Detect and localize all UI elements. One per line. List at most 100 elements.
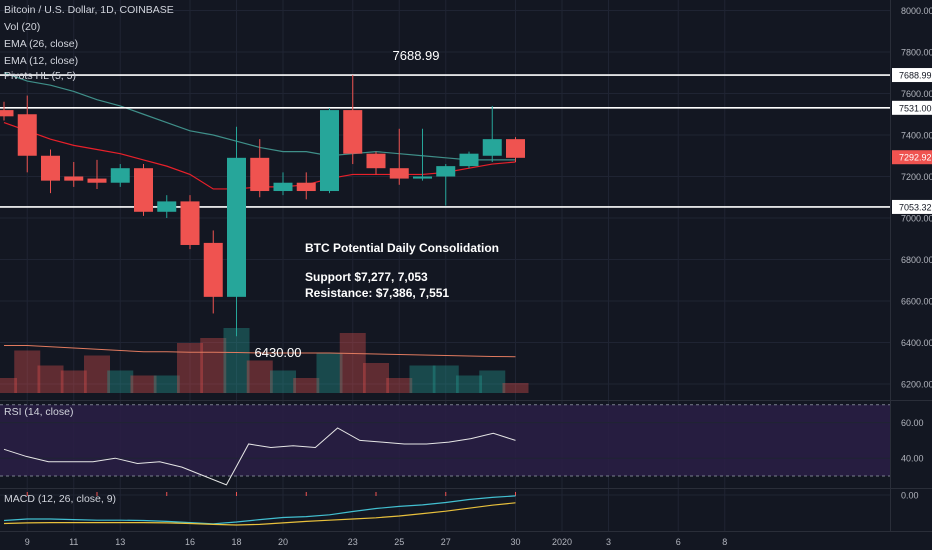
- y-tick-label: 7400.00: [901, 131, 932, 141]
- y-tick-label: 6400.00: [901, 338, 932, 348]
- volume-bar: [386, 378, 413, 393]
- candle-body: [389, 168, 409, 179]
- price-tag-box: [892, 150, 932, 165]
- candle: [180, 195, 200, 250]
- volume-bar: [246, 360, 273, 393]
- volume-bar: [432, 365, 459, 393]
- price-tag-box: [892, 68, 932, 83]
- candle-body: [110, 168, 130, 183]
- candle-body: [227, 157, 246, 297]
- macd-line: [3, 495, 516, 525]
- candle-body: [482, 139, 502, 156]
- symbol-title[interactable]: Bitcoin / U.S. Dollar, 1D, COINBASE: [4, 4, 174, 16]
- y-tick-label: 7600.00: [901, 89, 932, 99]
- volume-bar: [0, 378, 17, 393]
- annotation-support: Support $7,277, 7,053: [305, 270, 428, 284]
- volume-bar: [153, 375, 180, 393]
- x-tick-label: 11: [69, 537, 78, 547]
- rsi-band: [0, 404, 890, 476]
- volume-bar: [84, 355, 110, 393]
- candle-body: [459, 153, 479, 167]
- candle-body: [157, 201, 177, 212]
- candle: [64, 161, 84, 187]
- candle-body: [180, 201, 200, 245]
- price-tag-label: 7531.00: [899, 103, 932, 113]
- y-tick-label: 7200.00: [901, 172, 932, 182]
- candle-body: [250, 157, 270, 192]
- indicator-vol[interactable]: Vol (20): [4, 21, 41, 33]
- x-tick-label: 9: [25, 537, 30, 547]
- price-tag-label: 7688.99: [899, 71, 932, 81]
- candle: [110, 164, 130, 187]
- volume-bar: [479, 370, 506, 393]
- y-tick-label: 6800.00: [901, 255, 932, 265]
- high-annotation: 7688.99: [393, 48, 440, 63]
- candle-body: [506, 139, 525, 158]
- volume-bar: [293, 378, 320, 393]
- macd-tick-label: 0.00: [901, 491, 919, 501]
- volume-bar: [363, 363, 389, 393]
- candle-body: [366, 153, 386, 169]
- candle: [227, 126, 246, 337]
- candle: [157, 195, 177, 218]
- candle-body: [343, 110, 363, 154]
- volume-bar: [14, 350, 41, 393]
- macd-pane-label[interactable]: MACD (12, 26, close, 9): [4, 493, 117, 505]
- candle: [87, 159, 107, 189]
- volume-bar: [107, 370, 134, 393]
- volume-bar: [502, 383, 529, 393]
- candle: [250, 139, 270, 198]
- candle-body: [320, 110, 339, 192]
- volume-bar: [60, 370, 87, 393]
- candle: [389, 128, 409, 185]
- candle: [482, 105, 502, 162]
- price-tag-label: 7292.92: [899, 153, 932, 163]
- rsi-tick-label: 60.00: [901, 418, 924, 428]
- candle: [41, 149, 60, 194]
- candle: [17, 95, 37, 173]
- candle-body: [64, 176, 84, 181]
- price-tag: 7292.92: [892, 150, 932, 165]
- annotation-title: BTC Potential Daily Consolidation: [305, 241, 499, 255]
- candle-body: [87, 178, 107, 183]
- candle: [506, 137, 525, 162]
- y-tick-label: 7800.00: [901, 48, 932, 58]
- candle-body: [17, 114, 37, 156]
- candle: [320, 108, 339, 194]
- indicator-ema12[interactable]: EMA (12, close): [4, 55, 79, 67]
- price-tag-box: [892, 100, 932, 115]
- volume-bar: [130, 375, 157, 393]
- volume-ma-line: [4, 345, 516, 358]
- x-tick-label: 30: [510, 537, 520, 547]
- volume-bar: [316, 353, 343, 393]
- annotation-resistance: Resistance: $7,386, 7,551: [305, 286, 449, 300]
- volume-bar: [200, 338, 227, 393]
- price-tag: 7688.99: [892, 68, 932, 83]
- volume-bar: [456, 375, 482, 393]
- rsi-pane-label[interactable]: RSI (14, close): [4, 406, 74, 418]
- candle: [0, 101, 14, 121]
- rsi-tick-label: 40.00: [901, 454, 924, 464]
- x-tick-label: 16: [185, 537, 195, 547]
- x-tick-label: 2020: [552, 537, 572, 547]
- signal-line: [3, 502, 516, 526]
- volume-bar: [177, 343, 203, 393]
- y-tick-label: 6600.00: [901, 297, 932, 307]
- y-tick-label: 7000.00: [901, 214, 932, 224]
- x-tick-label: 13: [115, 537, 125, 547]
- candle-body: [203, 242, 223, 297]
- candle-body: [273, 182, 293, 192]
- x-tick-label: 8: [722, 537, 727, 547]
- price-tag: 7531.00: [892, 100, 932, 115]
- candle: [459, 151, 479, 169]
- x-tick-label: 20: [278, 537, 288, 547]
- low-annotation: 6430.00: [255, 345, 302, 360]
- x-tick-label: 18: [231, 537, 241, 547]
- indicator-pivots[interactable]: Pivots HL (5, 5): [4, 70, 76, 82]
- volume-bar: [223, 328, 250, 393]
- candle: [273, 172, 293, 196]
- indicator-ema26[interactable]: EMA (26, close): [4, 38, 79, 50]
- candle-body: [41, 155, 60, 181]
